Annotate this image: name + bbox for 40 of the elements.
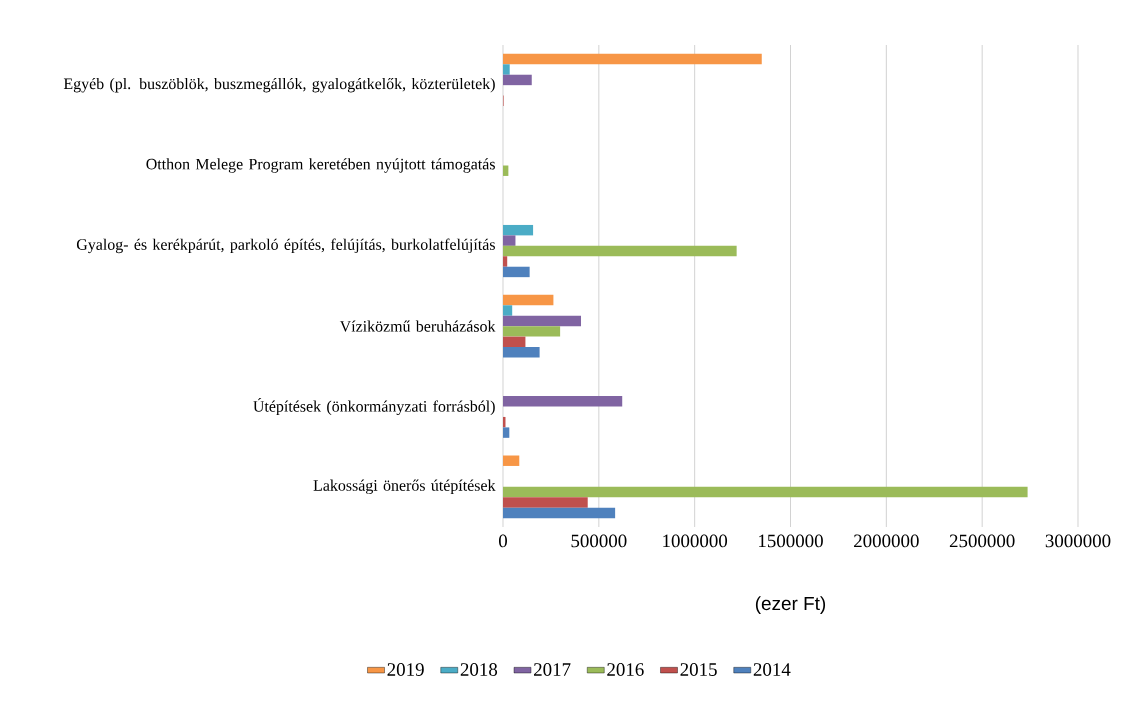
y-tick-label: Gyalog- és kerékpárút, parkoló építés, felújítás, burkolatfelújítás (76, 238, 495, 254)
y-tick-label: Víziközmű beruházások (339, 320, 496, 332)
bar (503, 455, 520, 466)
y-tick-label: Otthon Melege Program keretében nyújtott támogatás (146, 158, 495, 173)
y-tick-label: Útépítések (önkormányzati forrásból) (253, 397, 495, 416)
legend-label: 2014 (753, 663, 791, 676)
legend-label: 2018 (460, 663, 498, 676)
bar (503, 336, 526, 348)
bar (503, 497, 588, 508)
bar (503, 256, 508, 267)
bar (503, 305, 513, 316)
bar (503, 427, 510, 438)
x-tick-label: 500000 (571, 534, 627, 548)
x-tick-label: 3000000 (1045, 534, 1111, 548)
bar (503, 266, 530, 278)
x-tick-label: 2500000 (949, 534, 1015, 548)
bar (503, 507, 616, 519)
bar (503, 294, 554, 306)
legend-label: 2016 (607, 663, 644, 676)
bar (503, 64, 510, 75)
y-tick-label: Egyéb (pl. buszöblök, buszmegállók, gyalogátkelők, közterületek) (63, 77, 495, 93)
x-tick-label: 1000000 (663, 534, 728, 548)
bar (503, 486, 1028, 498)
x-tick-label: 1500000 (759, 534, 823, 548)
bar (503, 224, 534, 236)
legend-label: 2017 (534, 663, 571, 676)
x-tick-label: 0 (498, 534, 507, 548)
bar (503, 235, 516, 246)
bar (503, 53, 762, 65)
bar (503, 74, 532, 86)
legend-label: 2015 (680, 663, 717, 676)
bar (503, 315, 582, 327)
bar (503, 396, 623, 407)
y-tick-label: Lakossági önerős útépítések (313, 479, 496, 495)
x-axis-title: (ezer Ft) (755, 596, 826, 614)
bar (503, 326, 561, 337)
bar (503, 347, 540, 358)
bar (503, 245, 737, 257)
x-tick-label: 2000000 (854, 534, 919, 548)
legend-label: 2019 (387, 663, 424, 676)
